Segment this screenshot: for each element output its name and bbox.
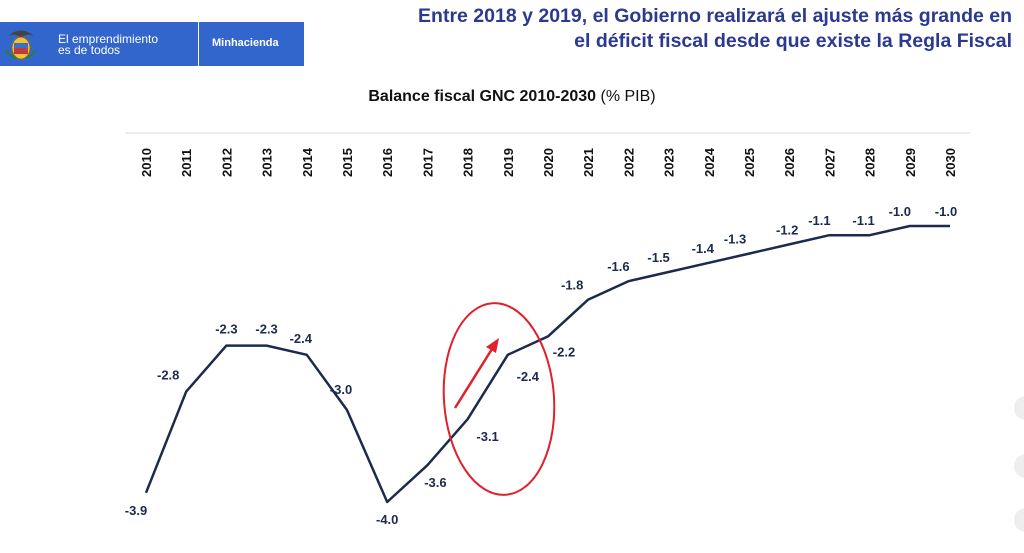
data-label: -1.8	[561, 278, 583, 293]
coat-of-arms-logo	[4, 26, 38, 62]
data-label: -1.0	[935, 204, 957, 219]
data-label: -1.5	[647, 250, 669, 265]
x-tick-label: 2020	[541, 148, 556, 177]
x-tick-label: 2010	[139, 148, 154, 177]
data-label: -1.3	[724, 232, 746, 247]
x-tick-label: 2025	[742, 148, 757, 177]
x-tick-label: 2012	[219, 148, 234, 177]
data-label: -2.2	[553, 344, 575, 359]
data-label: -3.9	[125, 503, 147, 518]
x-tick-label: 2028	[863, 148, 878, 177]
headline-line-1: Entre 2018 y 2019, el Gobierno realizará…	[418, 5, 1012, 27]
x-tick-labels: 2010 2011 2012 2013 2014 2015 2016 2017 2018 2019…	[139, 147, 958, 177]
data-label: -4.0	[376, 512, 398, 527]
data-label: -2.4	[517, 369, 540, 384]
x-tick-label: 2026	[782, 148, 797, 177]
data-label: -1.1	[808, 213, 830, 228]
data-label: -2.8	[157, 368, 179, 383]
brand-slogan: El emprendimiento es de todos	[58, 32, 159, 57]
x-tick-label: 2022	[621, 148, 636, 177]
x-tick-label: 2019	[501, 148, 516, 177]
chart-title: Balance fiscal GNC 2010-2030 (% PIB)	[0, 88, 1024, 106]
x-tick-label: 2017	[420, 148, 435, 177]
data-label: -2.3	[255, 322, 277, 337]
headline-line-2: el déficit fiscal desde que existe la Re…	[574, 30, 1012, 52]
side-decoration-dot	[1014, 454, 1024, 478]
x-tick-label: 2011	[179, 149, 194, 177]
highlight-ellipse	[442, 302, 556, 496]
side-decoration-dot	[1014, 396, 1024, 420]
trend-arrow-head	[486, 338, 499, 353]
brand-divider	[198, 22, 199, 66]
x-tick-label: 2024	[702, 147, 717, 177]
x-tick-label: 2016	[380, 148, 395, 177]
ministry-label: Minhacienda	[212, 37, 279, 49]
x-tick-label: 2014	[300, 147, 315, 177]
data-label: -1.6	[607, 259, 629, 274]
data-label: -3.0	[330, 382, 352, 397]
chart-title-unit: (% PIB)	[600, 88, 656, 105]
highlight-annotation	[442, 302, 556, 496]
chart-title-main: Balance fiscal GNC 2010-2030	[368, 88, 597, 105]
data-label: -2.4	[290, 331, 313, 346]
trend-arrow-shaft	[453, 348, 494, 409]
x-tick-label: 2013	[260, 148, 275, 177]
data-label: -3.1	[476, 429, 498, 444]
x-tick-label: 2030	[943, 148, 958, 177]
data-label: -1.4	[692, 241, 715, 256]
brand-line-1: El emprendimiento	[58, 32, 159, 46]
data-label: -1.1	[852, 213, 874, 228]
brand-line-2: es de todos	[58, 43, 121, 57]
slide-headline: Entre 2018 y 2019, el Gobierno realizará…	[312, 4, 1012, 54]
data-label: -1.0	[889, 204, 911, 219]
series-line	[144, 224, 950, 504]
x-tick-label: 2021	[581, 148, 596, 177]
data-label: -2.3	[215, 322, 237, 337]
brand-bar[interactable]: El emprendimiento es de todos Minhaciend…	[0, 22, 304, 66]
x-tick-label: 2029	[903, 148, 918, 177]
data-labels: -3.9 -2.8 -2.3 -2.3 -2.4 -3.0 -4.0 -3.6 -3.1 -2.4…	[125, 204, 957, 527]
x-tick-label: 2015	[340, 148, 355, 177]
data-label: -1.2	[776, 222, 798, 237]
x-tick-label: 2018	[461, 148, 476, 177]
x-tick-label: 2023	[662, 148, 677, 177]
header: El emprendimiento es de todos Minhaciend…	[0, 0, 1024, 68]
data-label: -3.6	[424, 475, 446, 490]
x-tick-label: 2027	[822, 148, 837, 177]
side-decoration-dot	[1014, 508, 1024, 532]
